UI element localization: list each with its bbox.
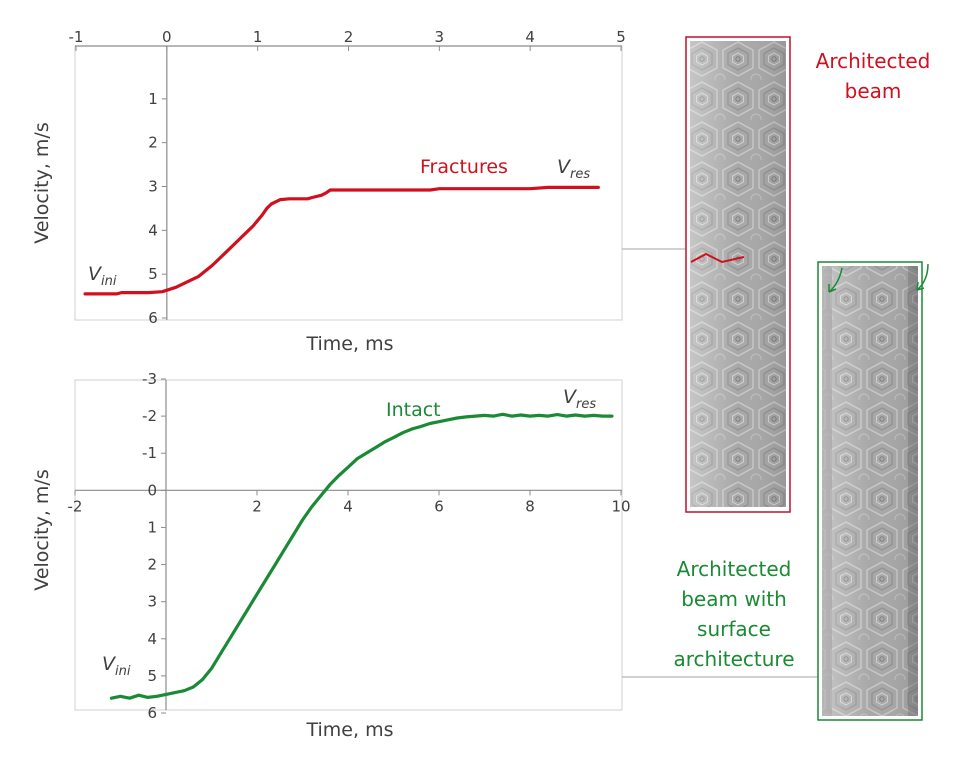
y-tick-label: 5	[148, 265, 158, 283]
y-tick-label: 6	[147, 704, 157, 722]
y-tick-label: 4	[148, 221, 158, 239]
arrow-icon	[916, 263, 929, 291]
top-y-axis-label: Velocity, m/s	[31, 122, 53, 243]
surface-beam-caption-line: architecture	[673, 647, 794, 671]
x-tick-label: -2	[68, 497, 83, 515]
y-tick-label: -1	[142, 444, 157, 462]
intact-series-line	[109, 412, 614, 700]
fracture-series-line	[83, 185, 600, 296]
architected-beam-caption-line: Architected	[816, 49, 931, 73]
y-tick-label: -2	[142, 407, 157, 425]
y-tick-label: 6	[148, 309, 158, 327]
x-tick-label: 0	[162, 28, 172, 46]
y-tick-label: 3	[147, 593, 157, 611]
y-tick-label: 2	[148, 134, 158, 152]
surface-beam-caption-line: beam with	[681, 587, 787, 611]
top-x-axis-label: Time, ms	[306, 333, 394, 355]
beam-shading	[690, 41, 786, 507]
x-tick-label: 6	[434, 497, 444, 515]
bottom-x-axis-label: Time, ms	[306, 719, 394, 741]
x-tick-label: 5	[616, 28, 626, 46]
x-tick-label: 2	[252, 497, 262, 515]
architected-beam-caption-line: beam	[845, 79, 902, 103]
intact-label: Intact	[386, 399, 441, 421]
x-tick-label: 3	[435, 28, 445, 46]
plot-frame	[74, 379, 623, 711]
bottom-v-ini-label: Vini	[102, 653, 131, 679]
x-tick-label: 1	[253, 28, 263, 46]
bottom-y-axis-label: Velocity, m/s	[31, 469, 53, 590]
y-tick-label: 2	[147, 556, 157, 574]
intact-velocity-chart: -2 2 4 6 8 10 -3 -2 -1 0 1 2 3 4 5 6 Time, ms Velocity…	[31, 370, 631, 741]
surface-beam-caption-line: Architected	[677, 557, 792, 581]
x-tick-label: 10	[611, 497, 630, 515]
top-v-ini-label: Vini	[88, 263, 117, 289]
top-v-res-label: Vres	[557, 156, 590, 182]
y-tick-label: 1	[147, 518, 157, 536]
y-tick-label: 4	[147, 630, 157, 648]
x-tick-label: 8	[525, 497, 535, 515]
x-tick-label: 4	[525, 28, 535, 46]
x-tick-label: 2	[344, 28, 354, 46]
surface-architected-beam-image	[817, 261, 929, 721]
y-tick-label: 1	[148, 90, 158, 108]
y-tick-label: 3	[148, 178, 158, 196]
surface-beam-caption-line: surface	[697, 617, 771, 641]
arrow-icon	[828, 267, 843, 293]
beam-shading	[822, 266, 918, 716]
x-tick-label: 4	[343, 497, 353, 515]
fracture-velocity-chart: -1 0 1 2 3 4 5 1 2 3 4 5 6 Time, ms Velocity, m/s F…	[31, 28, 626, 355]
x-tick-label: -1	[69, 28, 84, 46]
architected-beam-image	[685, 36, 791, 513]
y-tick-label: 5	[147, 667, 157, 685]
y-tick-label: 0	[147, 481, 157, 499]
y-tick-label: -3	[142, 370, 157, 388]
arrow-head-icon	[828, 284, 837, 293]
fractures-label: Fractures	[420, 156, 508, 178]
arrow-head-icon	[916, 281, 925, 291]
bottom-v-res-label: Vres	[563, 386, 596, 412]
fracture-crack-mark	[690, 252, 745, 264]
